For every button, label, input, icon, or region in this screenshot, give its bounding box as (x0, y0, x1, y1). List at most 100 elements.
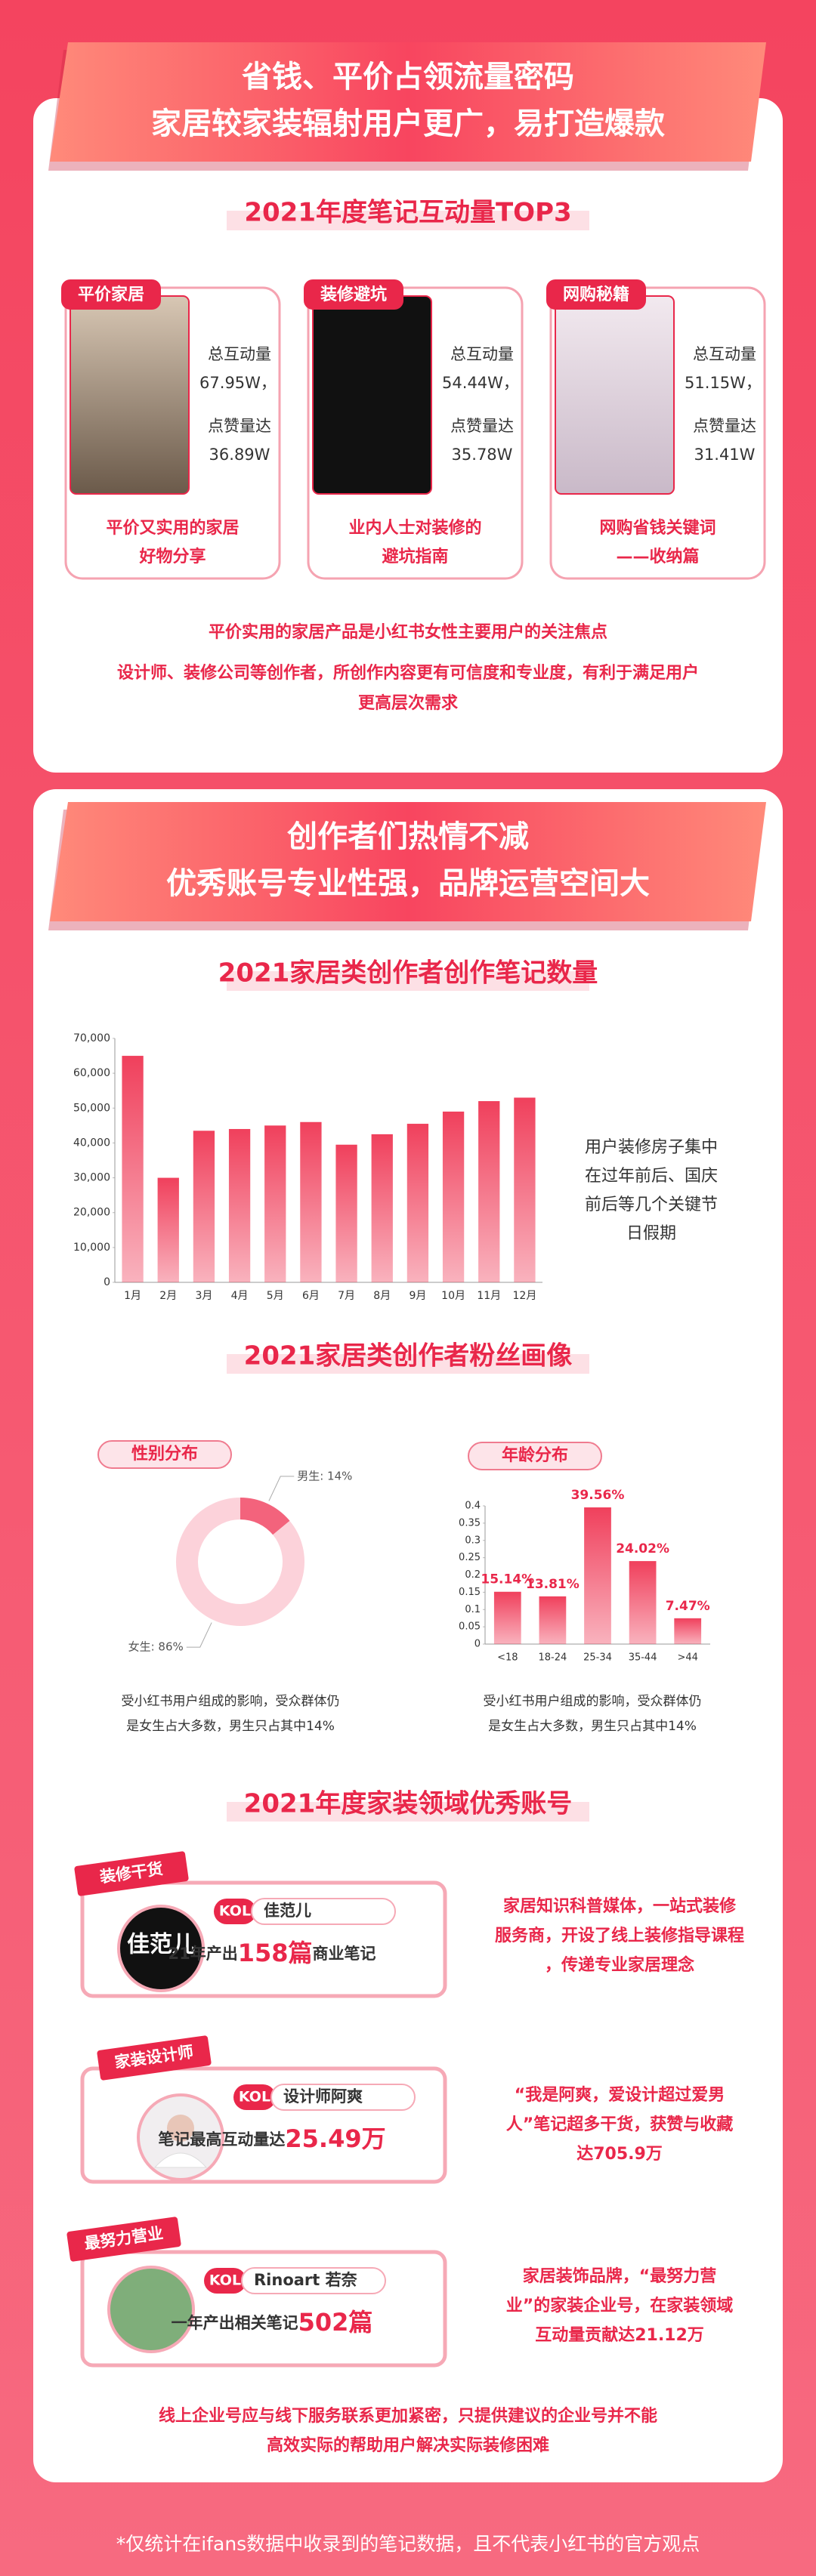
y-tick-label: 70,000 (73, 1032, 110, 1044)
banner (50, 42, 766, 162)
account-stat: 笔记最高互动量达25.49万 (158, 2124, 385, 2153)
annotation: 受小红书用户组成的影响，受众群体仍 (484, 1694, 702, 1709)
pill (468, 1442, 602, 1470)
y-tick-label: 0.05 (459, 1621, 481, 1633)
card-tag-text: 平价家居 (78, 285, 144, 304)
footer: *仅统计在ifans数据中收录到的笔记数据，且不代表小红书的官方观点 (116, 2533, 700, 2555)
note: 设计师、装修公司等创作者，所创作内容更有可信度和专业度，有利于满足用户 (117, 663, 699, 683)
annotation: 用户装修房子集中 (585, 1138, 718, 1157)
bar (300, 1121, 322, 1282)
stat-label: 点赞量达 (693, 417, 756, 435)
card-tag (546, 279, 646, 310)
stat-value: 51.15W， (685, 374, 762, 392)
bar (514, 1097, 536, 1282)
name-pill (251, 1898, 396, 1925)
kol-text: KOL (209, 2272, 241, 2289)
title-highlight (227, 1802, 589, 1822)
stat-label: 总互动量 (693, 345, 756, 363)
y-tick-label: 40,000 (73, 1137, 110, 1149)
account-stat: 21年产出158篇商业笔记 (168, 1939, 376, 1967)
account-desc: “我是阿爽，爱设计超过爱男 (515, 2086, 725, 2105)
slice-label: 男生: 14% (297, 1469, 352, 1482)
y-tick-label: 0.2 (465, 1569, 481, 1581)
bar (493, 1591, 521, 1644)
bar (122, 1056, 144, 1282)
card-caption: 网购省钱关键词 (599, 518, 716, 538)
account-stat-part: 502篇 (298, 2308, 373, 2337)
card-caption: ——收纳篇 (616, 547, 699, 566)
bar (406, 1124, 429, 1282)
kol-pill (214, 1899, 256, 1924)
x-tick-label: 4月 (231, 1290, 249, 1302)
kol-pill (233, 2084, 276, 2110)
bar (264, 1125, 286, 1282)
title-highlight (227, 971, 589, 991)
x-tick-label: 12月 (513, 1290, 537, 1302)
card-caption: 平价又实用的家居 (106, 518, 239, 538)
x-tick-label: 6月 (302, 1290, 320, 1302)
bar (371, 1134, 393, 1282)
value-label: 7.47% (666, 1599, 710, 1614)
slice-label: 女生: 86% (128, 1640, 184, 1654)
bar (335, 1144, 357, 1282)
annotation: 受小红书用户组成的影响，受众群体仍 (122, 1694, 340, 1709)
account-desc: 服务商，开设了线上装修指导课程 (495, 1926, 744, 1945)
stat-value: 54.44W， (442, 374, 519, 392)
leader-line (268, 1476, 295, 1501)
x-tick-label: 8月 (373, 1290, 391, 1302)
title-highlight (227, 211, 589, 230)
annotation: 是女生占大多数，男生只占其中14% (488, 1719, 697, 1734)
annotation: 是女生占大多数，男生只占其中14% (126, 1719, 335, 1734)
name-pill (241, 2267, 386, 2294)
stat-value: 36.89W (209, 446, 270, 464)
card-caption: 好物分享 (138, 547, 206, 566)
kol-pill (204, 2268, 246, 2294)
panel (33, 789, 783, 2482)
account-stat-part: 158篇 (238, 1939, 313, 1967)
stat-label: 总互动量 (208, 345, 271, 363)
bar (193, 1131, 215, 1282)
account-desc: 达705.9万 (576, 2145, 663, 2164)
account-tag (97, 2035, 212, 2081)
section-title: 2021年度笔记互动量TOP3 (244, 198, 571, 228)
logo-text: 佳范儿 (127, 1932, 195, 1958)
section-title: 2021年度家装领域优秀账号 (244, 1789, 573, 1819)
account-name: Rinoart 若奈 (254, 2271, 358, 2289)
banner-text: 家居较家装辐射用户更广，易打造爆款 (151, 106, 665, 141)
note: 更高层次需求 (358, 693, 458, 713)
y-tick-label: 0.4 (465, 1501, 481, 1512)
kol-text: KOL (239, 2089, 270, 2106)
x-tick-label: 25-34 (583, 1652, 612, 1664)
annotation: 在过年前后、国庆 (585, 1167, 718, 1186)
x-tick-label: 9月 (409, 1290, 426, 1302)
account-desc: 互动量贡献达21.12万 (535, 2325, 704, 2345)
section-title: 2021家居类创作者创作笔记数量 (218, 958, 598, 989)
conclusion: 高效实际的帮助用户解决实际装修困难 (267, 2436, 549, 2455)
value-label: 24.02% (616, 1541, 669, 1556)
title-highlight (227, 1354, 589, 1374)
pill-text: 性别分布 (131, 1444, 198, 1464)
y-tick-label: 0.1 (465, 1604, 481, 1615)
pill-text: 年龄分布 (502, 1445, 568, 1465)
card-tag (304, 279, 403, 310)
y-tick-label: 0.25 (459, 1552, 481, 1563)
bar (478, 1101, 500, 1282)
annotation: 前后等几个关键节 (585, 1195, 718, 1214)
banner-text: 优秀账号专业性强，品牌运营空间大 (166, 866, 650, 901)
account-desc: 人”笔记超多干货，获赞与收藏 (506, 2115, 733, 2134)
account-stat: 一年产出相关笔记502篇 (172, 2308, 373, 2337)
y-tick-label: 0.3 (465, 1535, 481, 1546)
x-tick-label: 2月 (159, 1290, 177, 1302)
account-desc: ，传递专业家居理念 (545, 1955, 694, 1975)
account-tag (66, 2217, 181, 2262)
thumbnail (70, 295, 190, 495)
y-tick-label: 0 (104, 1276, 110, 1288)
card-tag-text: 网购秘籍 (563, 285, 629, 304)
section-title: 2021家居类创作者粉丝画像 (244, 1341, 573, 1371)
y-tick-label: 0.15 (459, 1587, 481, 1598)
x-tick-label: 10月 (441, 1290, 465, 1302)
bar (157, 1177, 179, 1282)
account-desc: 家居装饰品牌，“最努力营 (523, 2266, 716, 2286)
